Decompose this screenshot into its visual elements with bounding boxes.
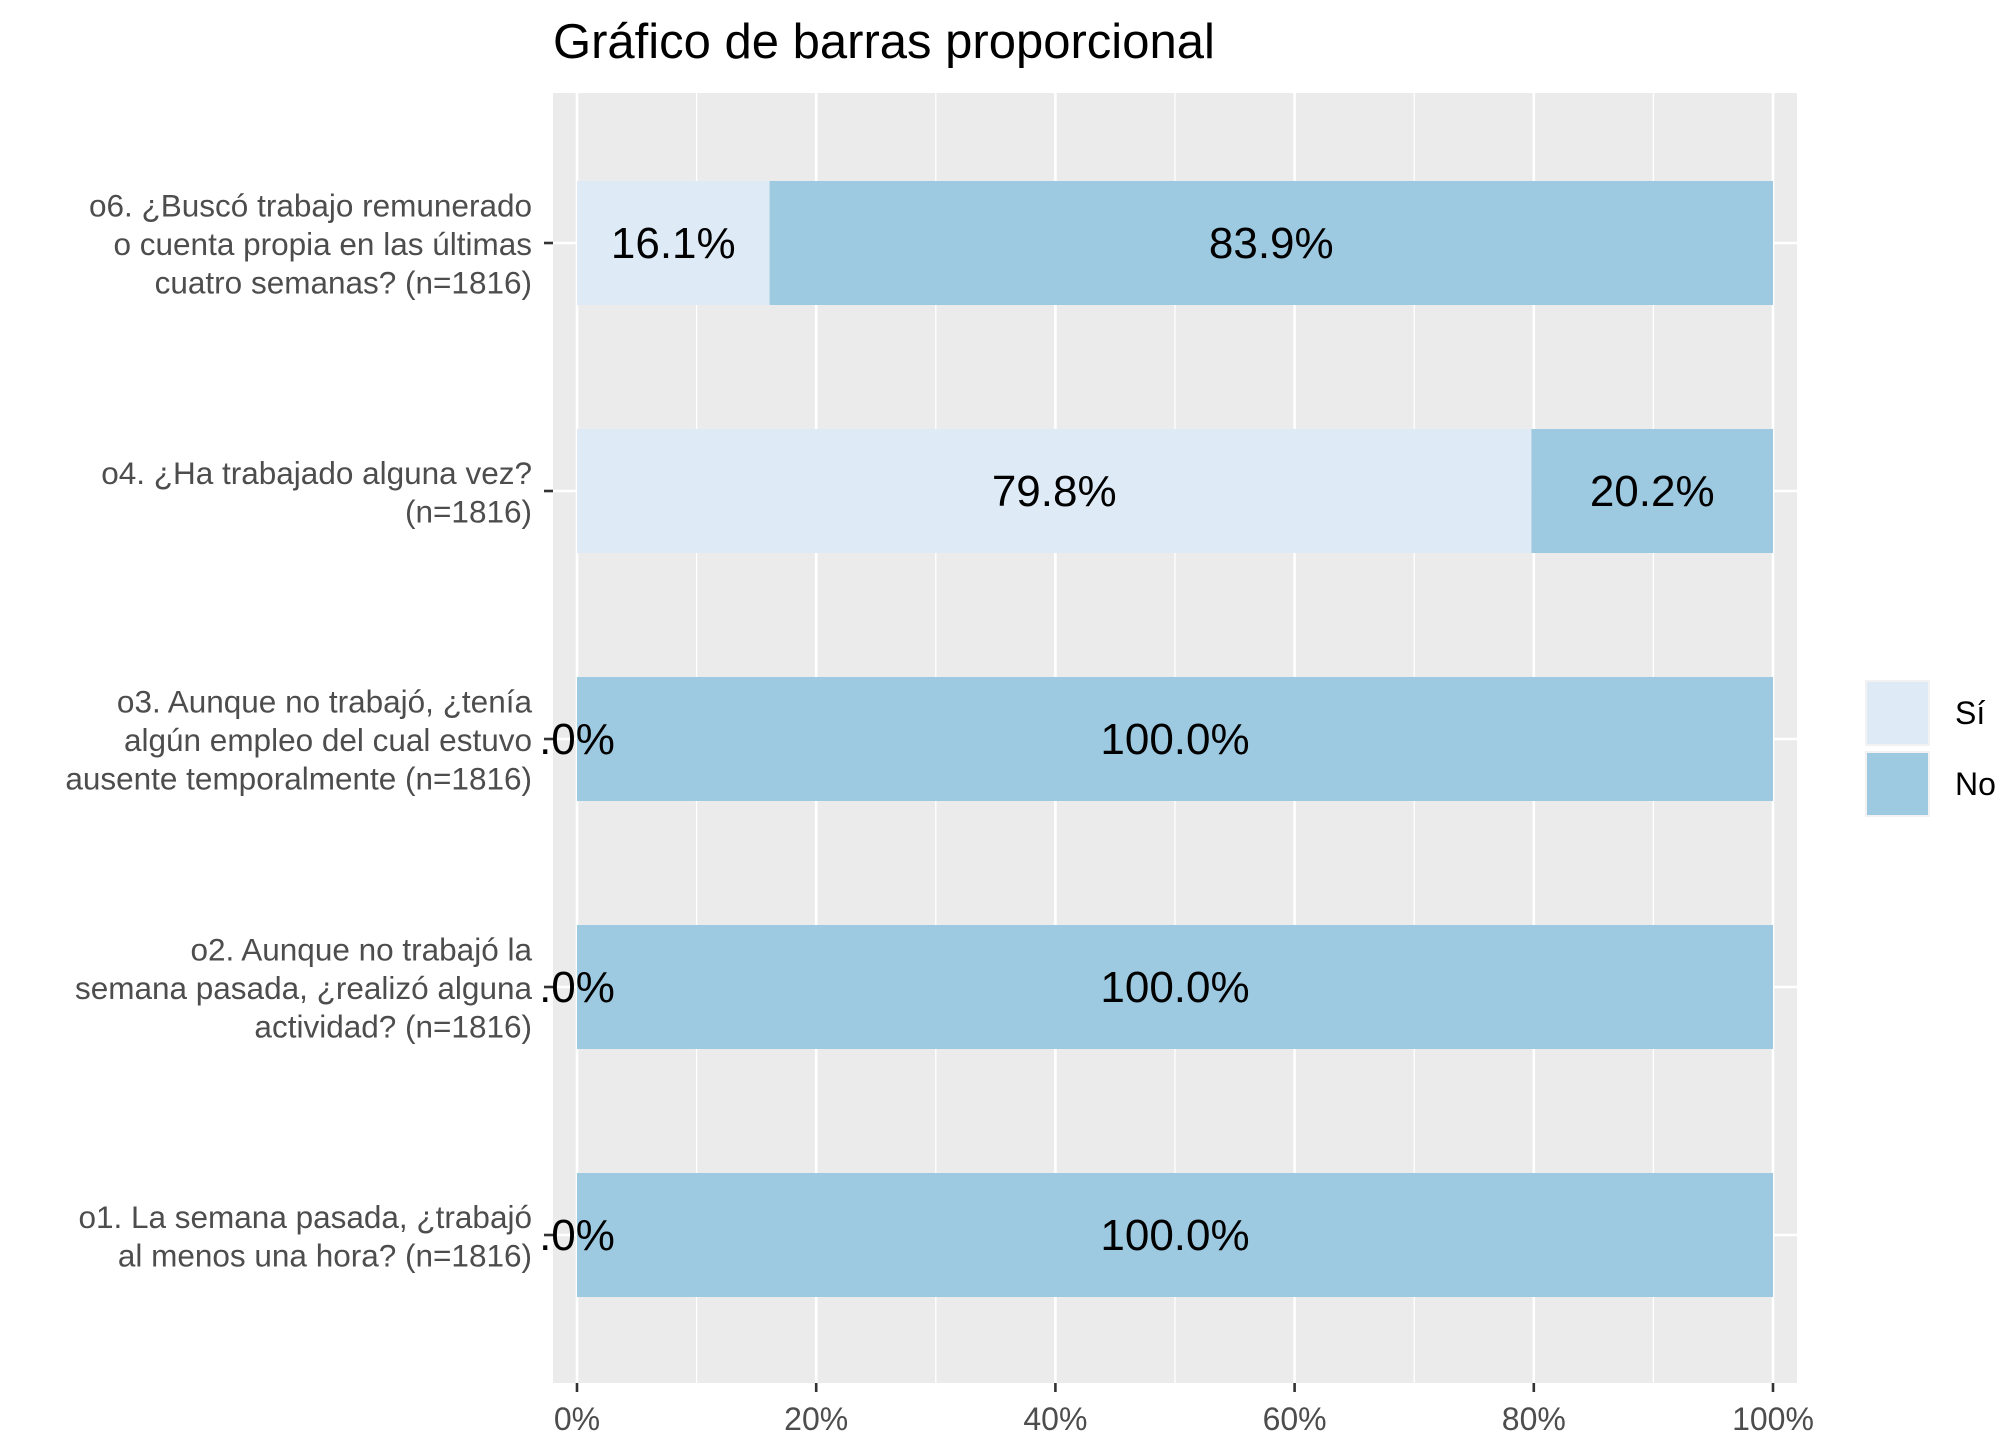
- data-label: 83.9%: [1209, 219, 1334, 268]
- bar-no: [1531, 429, 1773, 553]
- x-tick-label: 40%: [1023, 1401, 1087, 1437]
- data-label: 100.0%: [1100, 715, 1249, 764]
- legend-label: No: [1955, 766, 1996, 802]
- legend-label: Sí: [1955, 695, 1985, 731]
- bar-no: [577, 1173, 1773, 1297]
- chart-title: Gráfico de barras proporcional: [553, 15, 1215, 69]
- legend-key-no: [1867, 753, 1928, 815]
- x-tick-label: 60%: [1263, 1401, 1327, 1437]
- bar-no: [577, 925, 1773, 1049]
- data-label: 20.2%: [1590, 467, 1715, 516]
- bar-si: [577, 181, 770, 305]
- category-label: o2. Aunque no trabajó la semana pasada, ¿…: [75, 932, 533, 1045]
- data-label: 100.0%: [1100, 1211, 1249, 1260]
- bar-no: [769, 181, 1773, 305]
- data-label: 79.8%: [992, 467, 1117, 516]
- bar-no: [577, 677, 1773, 801]
- x-tick-label: 0%: [554, 1401, 600, 1437]
- category-label: o3. Aunque no trabajó, ¿tenía algún emple…: [65, 684, 532, 797]
- data-label: 100.0%: [1100, 963, 1249, 1012]
- legend-key-si: [1867, 682, 1928, 744]
- x-tick-label: 100%: [1732, 1401, 1814, 1437]
- category-label: o6. ¿Buscó trabajo remunerado o cuenta pr…: [89, 188, 532, 301]
- x-tick-label: 20%: [784, 1401, 848, 1437]
- category-label: o1. La semana pasada, ¿trabajó al menos u…: [78, 1199, 532, 1274]
- x-tick-label: 80%: [1502, 1401, 1566, 1437]
- bar-si: [577, 429, 1532, 553]
- data-label: 16.1%: [611, 219, 736, 268]
- category-label: o4. ¿Ha trabajado alguna vez? (n=1816): [101, 455, 532, 530]
